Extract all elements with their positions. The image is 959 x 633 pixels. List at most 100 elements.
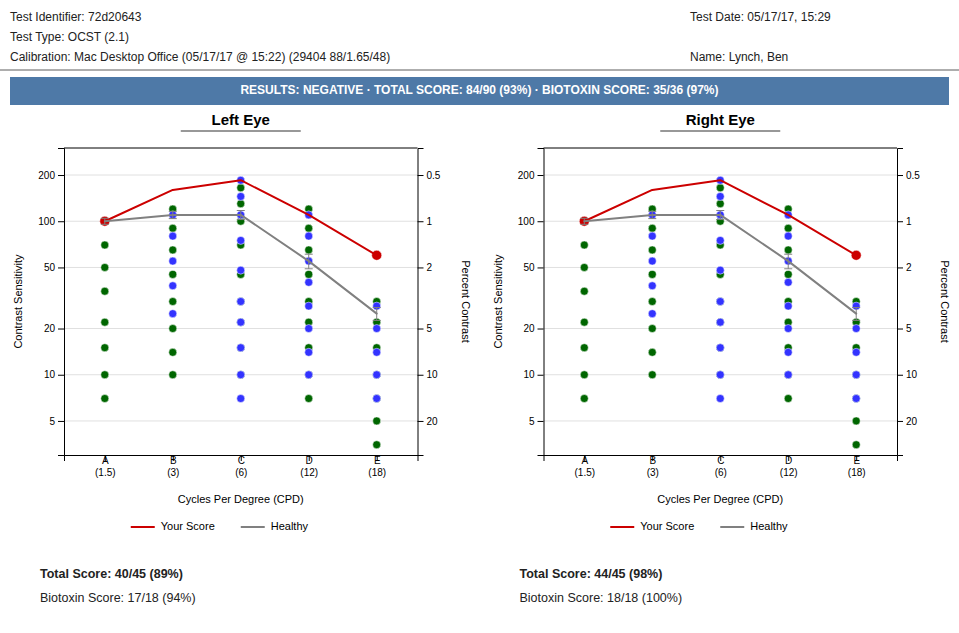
dot <box>716 344 724 352</box>
y-axis-line <box>58 149 65 456</box>
y-axis: 5102050100200 <box>38 149 64 456</box>
series-line <box>584 215 856 314</box>
y2-tick: 2 <box>897 262 912 273</box>
dot <box>305 278 313 286</box>
dot-series <box>579 216 861 260</box>
x-tick: A(1.5) <box>95 455 116 478</box>
y-tick: 200 <box>518 170 544 181</box>
y-tick-mark <box>58 267 64 268</box>
dot <box>716 266 724 274</box>
y-tick-label: 50 <box>523 262 535 273</box>
y2-tick-mark <box>418 267 424 268</box>
header-text: Name: Lynch, Ben <box>690 50 788 64</box>
dot <box>305 348 313 356</box>
y-tick-label: 100 <box>518 216 535 227</box>
dot <box>716 371 724 379</box>
y-tick: 200 <box>38 170 64 181</box>
header-text: Test Identifier: 72d20643 <box>10 10 142 24</box>
y-tick-mark <box>58 329 64 330</box>
legend-item: Healthy <box>720 520 788 532</box>
x-tick: D(12) <box>300 455 318 478</box>
dot <box>784 371 792 379</box>
error-bar <box>169 211 177 218</box>
x-axis: A(1.5)B(3)C(6)D(12)E(18) <box>544 455 898 478</box>
score-text: Total Score: 40/45 (89%) <box>40 567 183 581</box>
x-tick: A(1.5) <box>575 455 596 478</box>
y-axis-title: Contrast Sensitivity <box>492 254 504 349</box>
title-underline <box>660 130 780 131</box>
dot <box>784 224 792 232</box>
error-bar <box>237 210 245 219</box>
y2-tick: 5 <box>897 323 912 334</box>
x-tick-label: C(6) <box>715 455 727 478</box>
dot <box>237 371 245 379</box>
x-tick: E(18) <box>848 455 866 478</box>
legend-swatch <box>610 526 634 528</box>
y2-tick-label: 5 <box>427 323 433 334</box>
dot <box>784 371 792 379</box>
y-tick-label: 10 <box>44 369 56 380</box>
y2-tick: 20 <box>897 416 918 427</box>
chart-title: Left Eye <box>212 111 270 128</box>
dot <box>580 371 588 379</box>
y-tick: 50 <box>523 262 543 273</box>
header-text: Test Type: OCST (2.1) <box>10 30 129 44</box>
y2-tick: 0.5 <box>897 170 920 181</box>
y-axis-title: Contrast Sensitivity <box>12 254 24 349</box>
dot <box>237 318 245 326</box>
y-tick: 50 <box>44 262 64 273</box>
y-tick-label: 5 <box>49 416 55 427</box>
score-text: Biotoxin Score: 17/18 (94%) <box>40 591 196 605</box>
y2-axis: 0.51251020 <box>418 149 441 456</box>
dot <box>373 371 381 379</box>
y2-tick-mark <box>897 421 903 422</box>
score-text: Biotoxin Score: 18/18 (100%) <box>520 591 683 605</box>
dot <box>852 441 860 449</box>
y-tick-mark <box>538 421 544 422</box>
dot <box>648 310 656 318</box>
dot <box>852 395 860 403</box>
error-bars <box>580 210 860 320</box>
grid-line <box>64 420 418 421</box>
chart-title: Right Eye <box>686 111 755 128</box>
x-tick-label: C(6) <box>235 455 247 478</box>
y-axis-line <box>538 149 545 456</box>
y2-tick-mark <box>897 267 903 268</box>
dot <box>373 417 381 425</box>
y2-tick-label: 20 <box>906 416 918 427</box>
x-tick-label: E(18) <box>368 455 386 478</box>
x-tick: B(3) <box>647 455 659 478</box>
dot <box>305 302 313 310</box>
grid-line <box>64 328 418 329</box>
dot <box>580 395 588 403</box>
error-stem <box>584 218 585 224</box>
y-tick-label: 50 <box>44 262 56 273</box>
y2-tick: 10 <box>418 369 439 380</box>
y2-tick: 20 <box>418 416 439 427</box>
y2-tick-mark <box>418 329 424 330</box>
legend: Your ScoreHealthy <box>610 520 788 532</box>
y-tick: 100 <box>518 216 544 227</box>
error-bar <box>784 254 792 269</box>
dot <box>580 263 588 271</box>
y2-tick-mark <box>418 221 424 222</box>
dot <box>852 325 860 333</box>
dot <box>648 348 656 356</box>
y-tick-label: 10 <box>523 369 535 380</box>
dot <box>237 200 245 208</box>
error-cap <box>784 254 792 255</box>
header-text: Test Date: 05/17/17, 15:29 <box>690 10 831 24</box>
y2-tick: 1 <box>418 216 433 227</box>
y2-tick-label: 5 <box>906 323 912 334</box>
error-bar <box>305 254 313 269</box>
dot <box>784 302 792 310</box>
y-tick: 5 <box>49 416 64 427</box>
dot <box>373 371 381 379</box>
error-stem <box>308 254 309 269</box>
dot <box>169 232 177 240</box>
dot <box>716 395 724 403</box>
error-stem <box>788 254 789 269</box>
x-axis: A(1.5)B(3)C(6)D(12)E(18) <box>65 455 419 478</box>
dot-series <box>648 176 860 402</box>
y-tick-mark <box>538 175 544 176</box>
